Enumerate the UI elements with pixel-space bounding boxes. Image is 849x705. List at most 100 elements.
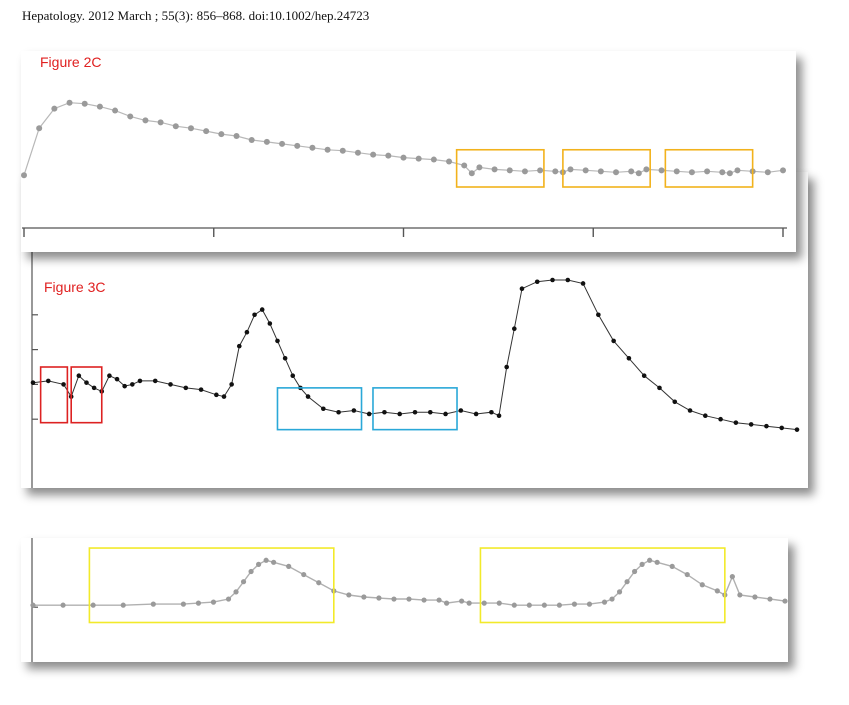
data-point-26 [415, 155, 422, 162]
data-point-6 [91, 385, 97, 391]
data-point-8 [142, 117, 149, 124]
data-point-9 [157, 119, 164, 126]
data-point-5 [96, 103, 103, 110]
data-point-35 [397, 411, 403, 417]
data-point-47 [699, 582, 705, 588]
data-point-41 [489, 409, 494, 415]
data-point-11 [130, 382, 135, 387]
data-point-28 [466, 600, 472, 606]
data-point-51 [734, 167, 741, 174]
data-point-42 [639, 561, 645, 567]
data-point-62 [779, 425, 785, 431]
data-point-42 [628, 168, 635, 175]
data-point-45 [519, 286, 525, 291]
data-point-7 [210, 599, 217, 605]
data-point-8 [225, 596, 232, 602]
data-point-24 [267, 321, 273, 326]
data-point-37 [601, 599, 608, 605]
data-point-26 [282, 356, 288, 361]
data-point-32 [526, 602, 532, 608]
data-point-54 [657, 385, 662, 391]
data-point-38 [609, 596, 615, 602]
data-point-58 [718, 416, 723, 422]
data-point-46 [684, 571, 690, 578]
data-point-38 [567, 166, 574, 173]
data-point-4 [150, 601, 156, 607]
data-point-23 [259, 307, 265, 312]
data-point-36 [586, 601, 593, 607]
data-point-1 [45, 378, 51, 384]
data-point-22 [391, 596, 397, 602]
highlight-box-red-0 [39, 366, 69, 424]
data-point-16 [198, 387, 204, 392]
data-point-22 [354, 149, 361, 156]
data-point-20 [361, 594, 367, 600]
data-point-2 [51, 105, 58, 112]
data-point-49 [580, 281, 586, 286]
data-point-48 [565, 277, 571, 283]
data-point-27 [459, 598, 465, 604]
data-point-36 [412, 409, 418, 415]
data-point-51 [611, 338, 616, 344]
data-point-59 [733, 420, 739, 425]
data-point-33 [506, 167, 513, 174]
data-point-11 [187, 125, 194, 132]
data-point-52 [752, 594, 758, 600]
data-point-19 [346, 592, 352, 598]
data-point-7 [127, 113, 134, 120]
data-point-24 [421, 597, 427, 603]
data-point-6 [195, 600, 202, 606]
data-point-21 [376, 595, 382, 601]
data-point-31 [336, 409, 341, 415]
data-point-43 [504, 364, 509, 370]
data-point-48 [704, 168, 711, 175]
data-point-43 [635, 170, 642, 177]
figure-3c-chart [30, 252, 800, 488]
data-point-34 [521, 168, 528, 175]
data-point-16 [301, 571, 307, 578]
data-point-18 [294, 142, 301, 149]
data-point-30 [468, 170, 475, 177]
data-point-40 [473, 411, 479, 417]
data-point-19 [229, 382, 234, 387]
data-point-40 [624, 579, 630, 585]
figure-2c-label: Figure 2C [40, 54, 102, 70]
data-point-44 [512, 326, 517, 332]
data-point-20 [324, 146, 331, 153]
figure-bottom-chart [30, 538, 788, 662]
data-point-44 [643, 166, 650, 173]
data-point-54 [782, 598, 788, 604]
data-point-48 [714, 588, 720, 594]
data-point-49 [719, 169, 726, 176]
data-point-38 [443, 411, 448, 417]
data-point-46 [673, 168, 680, 175]
data-point-22 [252, 312, 257, 318]
data-point-21 [244, 329, 250, 335]
data-point-40 [597, 168, 604, 175]
data-point-18 [221, 394, 227, 399]
data-point-5 [84, 380, 89, 385]
data-point-61 [764, 423, 769, 429]
data-point-0 [21, 172, 27, 179]
data-point-35 [571, 601, 578, 607]
data-point-23 [406, 596, 412, 602]
data-point-43 [647, 557, 653, 563]
data-point-34 [556, 602, 563, 608]
data-point-50 [729, 574, 735, 580]
data-point-1 [36, 125, 43, 132]
data-point-0 [30, 602, 36, 608]
highlight-box-yellow-0 [88, 547, 335, 624]
data-point-45 [669, 563, 675, 569]
data-point-25 [275, 338, 280, 344]
data-point-42 [496, 413, 502, 419]
data-point-17 [279, 140, 286, 147]
data-point-44 [654, 559, 660, 565]
data-point-57 [703, 413, 708, 419]
data-point-36 [552, 168, 559, 175]
data-point-33 [541, 602, 547, 608]
data-point-10 [240, 579, 247, 585]
data-point-53 [764, 169, 771, 176]
data-point-37 [427, 409, 433, 415]
data-point-17 [214, 392, 219, 398]
data-point-1 [60, 602, 66, 608]
